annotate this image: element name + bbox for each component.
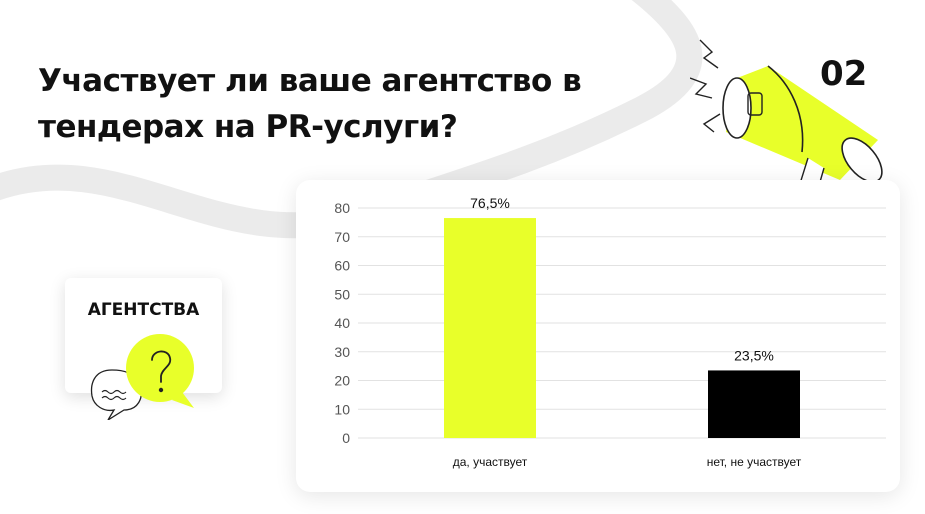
y-tick-label: 10 bbox=[334, 401, 350, 417]
y-tick-label: 50 bbox=[334, 286, 350, 302]
data-label: 76,5% bbox=[470, 195, 510, 211]
x-tick-label: да, участвует bbox=[453, 455, 528, 469]
y-tick-label: 80 bbox=[334, 200, 350, 216]
page-title: Участвует ли ваше агентство в тендерах н… bbox=[38, 63, 582, 145]
chart-card: 0 10 20 30 40 50 60 70 80 76,5% да, участвует 23,5%… bbox=[296, 180, 900, 492]
segment-label: АГЕНТСТВА bbox=[87, 300, 200, 320]
x-tick-label: нет, не участвует bbox=[707, 455, 802, 469]
y-tick-label: 70 bbox=[334, 229, 350, 245]
bar-chart: 0 10 20 30 40 50 60 70 80 76,5% да, участвует 23,5%… bbox=[334, 195, 886, 469]
question-bubble-icon bbox=[126, 334, 194, 408]
bar bbox=[708, 370, 800, 438]
y-tick-label: 40 bbox=[334, 315, 350, 331]
y-tick-label: 60 bbox=[334, 258, 350, 274]
y-tick-label: 30 bbox=[334, 344, 350, 360]
y-tick-label: 0 bbox=[342, 430, 350, 446]
bar bbox=[444, 218, 536, 438]
slide-number: 02 bbox=[820, 54, 868, 94]
y-tick-label: 20 bbox=[334, 373, 350, 389]
bubbles-illustration bbox=[90, 334, 194, 420]
data-label: 23,5% bbox=[734, 347, 774, 363]
